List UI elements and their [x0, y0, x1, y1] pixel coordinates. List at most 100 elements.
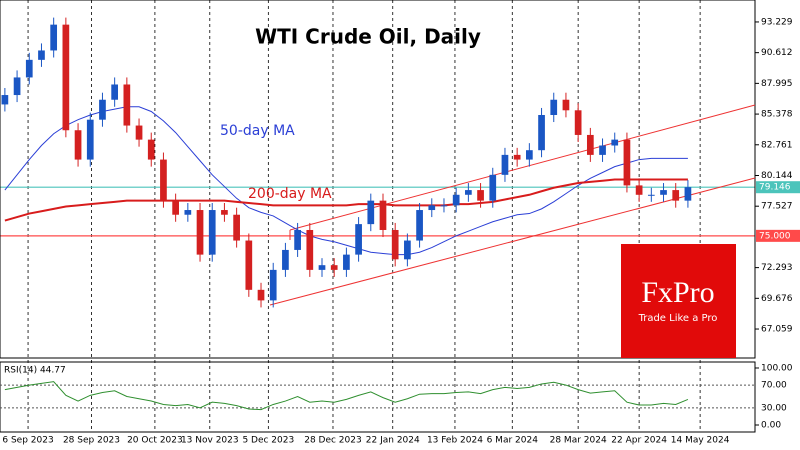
logo-tagline: Trade Like a Pro [638, 313, 718, 324]
candle-body [13, 77, 21, 96]
candle-body [257, 289, 265, 301]
candle-body [62, 24, 70, 131]
candle-body [1, 95, 9, 105]
x-tick-label: 28 Dec 2023 [304, 436, 362, 446]
candle-body [684, 187, 692, 201]
y-tick-label: 93.229 [761, 17, 793, 27]
rsi-frame [0, 361, 756, 433]
x-tick-label: 6 Sep 2023 [2, 436, 53, 446]
candle-body [452, 194, 460, 206]
rsi-title: RSI(14) 44.77 [4, 366, 66, 376]
ma50-label: 50-day MA [220, 123, 295, 139]
candle-body [50, 24, 58, 51]
candle-body [660, 190, 667, 195]
level-label: 79.146 [759, 183, 791, 193]
candle-body [196, 210, 204, 255]
ma-line [4, 106, 688, 256]
candle-body [538, 114, 545, 151]
candle-body [343, 254, 350, 270]
level-label: 75.000 [759, 231, 791, 241]
candle-body [599, 145, 606, 155]
candle-body [550, 99, 558, 115]
candle-body [440, 205, 448, 207]
candle-body [233, 214, 240, 241]
candle-body [562, 99, 570, 111]
y-tick-label: 87.995 [761, 79, 793, 89]
candle-body [318, 265, 326, 270]
x-tick-label: 13 Feb 2024 [427, 436, 483, 446]
x-tick-label: 22 Jan 2024 [366, 436, 420, 446]
candle-body [404, 240, 411, 260]
candle-body [25, 59, 33, 78]
candle-body [391, 229, 399, 260]
candle-body [74, 130, 82, 160]
y-tick-label: 90.612 [761, 48, 793, 58]
channel-upper [289, 104, 756, 231]
main-frame [0, 0, 756, 359]
rsi-tick-label: 0.00 [761, 420, 781, 430]
candle-body [99, 99, 106, 120]
x-tick-label: 14 May 2024 [671, 436, 730, 446]
candle-body [294, 229, 301, 250]
y-tick-label: 77.527 [761, 202, 793, 212]
ma200-label: 200-day MA [248, 186, 332, 202]
candle-body [38, 50, 45, 60]
candle-body [367, 200, 375, 225]
candle-body [489, 174, 497, 201]
candle-body [672, 190, 680, 201]
chart-title: WTI Crude Oil, Daily [255, 25, 481, 49]
logo: FxPro Trade Like a Pro [621, 244, 736, 358]
candle-body [208, 210, 216, 255]
candle-body [416, 210, 423, 241]
candle-body [501, 154, 509, 175]
rsi-tick-label: 70.00 [761, 381, 787, 391]
level-tag [756, 229, 800, 242]
logo-box [621, 244, 736, 358]
x-tick-label: 13 Nov 2023 [181, 436, 239, 446]
y-tick-label: 82.761 [761, 140, 793, 150]
y-tick-label: 67.059 [761, 325, 793, 335]
candle-body [184, 210, 192, 215]
x-tick-label: 5 Dec 2023 [242, 436, 294, 446]
rsi-line [4, 381, 689, 411]
rsi-tick-label: 100.00 [761, 363, 793, 373]
y-tick-label: 85.378 [761, 110, 793, 120]
candle-body [623, 139, 631, 186]
candle-body [635, 185, 643, 195]
candle-body [611, 139, 619, 146]
candle-body [586, 134, 594, 155]
candle-body [147, 139, 155, 160]
x-tick-label: 28 Sep 2023 [63, 436, 120, 446]
candle-body [282, 249, 289, 270]
x-tick-label: 6 Mar 2024 [487, 436, 539, 446]
candle-body [428, 205, 436, 211]
y-tick-label: 72.293 [761, 263, 793, 273]
candle-body [123, 84, 131, 126]
candle-body [330, 265, 338, 270]
logo-text: FxPro [641, 276, 714, 309]
candle-body [355, 224, 362, 255]
candle-body [135, 125, 143, 140]
candle-body [477, 190, 484, 201]
candle-body [269, 269, 277, 301]
candle-body [379, 200, 387, 230]
candle-body [172, 200, 179, 215]
candle-body [647, 194, 655, 196]
candle-body [525, 150, 533, 160]
candle-body [86, 119, 94, 160]
candle-body [111, 84, 119, 100]
rsi-tick-label: 30.00 [761, 403, 787, 413]
candle-body [513, 154, 521, 160]
candle-body [574, 110, 582, 135]
level-tag [756, 181, 800, 194]
candle-body [245, 240, 253, 290]
x-tick-label: 28 Mar 2024 [550, 436, 607, 446]
ma-line [4, 178, 688, 222]
x-tick-label: 20 Oct 2023 [127, 436, 183, 446]
y-tick-label: 69.676 [761, 294, 793, 304]
candle-body [221, 210, 228, 215]
candle-body [465, 190, 472, 195]
candle-body [306, 229, 314, 270]
x-tick-label: 22 Apr 2024 [611, 436, 667, 446]
